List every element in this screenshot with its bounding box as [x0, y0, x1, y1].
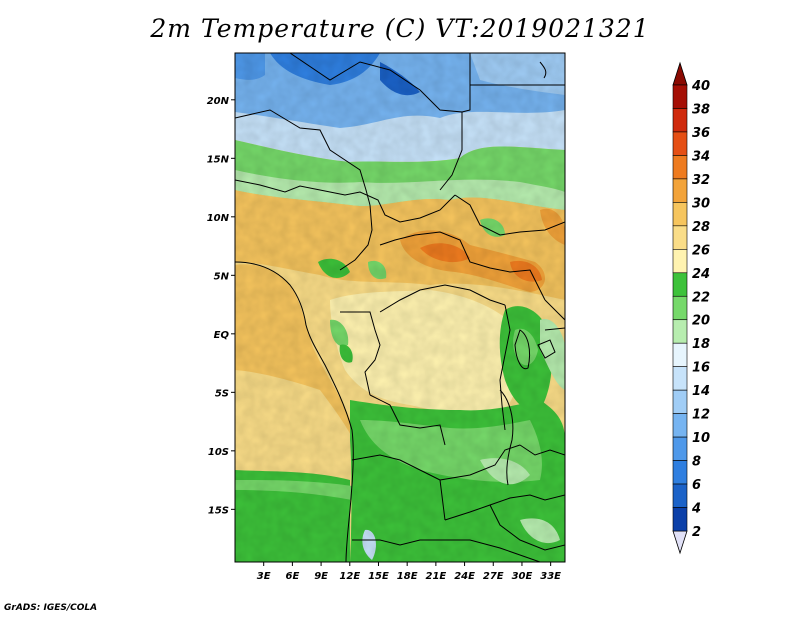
y-tick-label: 20N	[207, 96, 230, 107]
colorbar-label: 20	[692, 314, 710, 329]
colorbar-label: 16	[692, 361, 710, 376]
x-tick-label: 21E	[425, 571, 446, 582]
colorbar-segment	[672, 202, 688, 227]
y-tick-label: 5S	[215, 388, 229, 399]
colorbar-label: 28	[692, 220, 710, 235]
x-tick-label: 9E	[314, 571, 328, 582]
colorbar-segment	[672, 460, 688, 485]
colorbar-label: 6	[692, 478, 701, 493]
country-borders	[235, 53, 565, 562]
y-tick-label: 15N	[207, 154, 230, 165]
y-tick-label: 10N	[207, 213, 230, 224]
colorbar-segment	[672, 249, 688, 274]
colorbar-label: 36	[692, 126, 710, 141]
x-tick-label: 6E	[285, 571, 299, 582]
colorbar-label: 2	[692, 525, 701, 540]
x-tick-label: 30E	[512, 571, 533, 582]
y-tick-label: 10S	[208, 447, 229, 458]
latitude-ticks: 20N 15N 10N 5N EQ 5S 10S 15S	[207, 96, 235, 516]
colorbar-label: 22	[692, 290, 710, 305]
y-tick-label: EQ	[214, 330, 230, 341]
temperature-field	[235, 53, 565, 562]
x-tick-label: 33E	[540, 571, 561, 582]
x-tick-label: 24E	[454, 571, 475, 582]
colorbar-segment	[672, 366, 688, 391]
colorbar-label: 30	[692, 196, 710, 211]
x-tick-label: 15E	[368, 571, 389, 582]
colorbar-segment	[672, 507, 688, 532]
colorbar-segment	[672, 225, 688, 250]
colorbar-under-triangle	[672, 530, 688, 555]
colorbar-label: 32	[692, 173, 710, 188]
x-tick-label: 3E	[257, 571, 271, 582]
colorbar-label: 8	[692, 455, 701, 470]
colorbar-label: 26	[692, 243, 710, 258]
colorbar-label: 40	[691, 79, 710, 94]
colorbar-segment	[672, 483, 688, 508]
colorbar-label: 24	[692, 267, 710, 282]
colorbar-label: 18	[692, 337, 710, 352]
colorbar-segment	[672, 413, 688, 438]
colorbar-label: 4	[691, 502, 701, 517]
chart-title: 2m Temperature (C) VT:2019021321	[150, 14, 650, 43]
colorbar-segment	[672, 319, 688, 344]
colorbar-segment	[672, 342, 688, 367]
colorbar-label: 12	[692, 408, 710, 423]
colorbar-segment	[672, 389, 688, 414]
colorbar-segment	[672, 108, 688, 133]
y-tick-label: 5N	[214, 271, 230, 282]
longitude-ticks: 3E 6E 9E 12E 15E 18E 21E 24E 27E 30E 33E	[257, 562, 561, 582]
colorbar-label: 10	[692, 431, 710, 446]
colorbar-segment	[672, 295, 688, 321]
x-tick-label: 18E	[397, 571, 418, 582]
x-tick-label: 12E	[339, 571, 360, 582]
credit-label: GrADS: IGES/COLA	[4, 603, 98, 613]
colorbar-segment	[672, 272, 688, 297]
colorbar-label: 14	[692, 384, 710, 399]
colorbar-label: 38	[692, 102, 710, 117]
colorbar-over-triangle	[672, 61, 688, 86]
x-tick-label: 27E	[483, 571, 504, 582]
colorbar-segment	[672, 155, 688, 180]
colorbar-segment	[672, 131, 688, 156]
colorbar-segment	[672, 178, 688, 203]
map-frame	[234, 52, 566, 563]
colorbar-segment	[672, 436, 688, 461]
colorbar-label: 34	[692, 149, 710, 164]
y-tick-label: 15S	[208, 505, 229, 516]
colorbar-segment	[672, 84, 688, 109]
